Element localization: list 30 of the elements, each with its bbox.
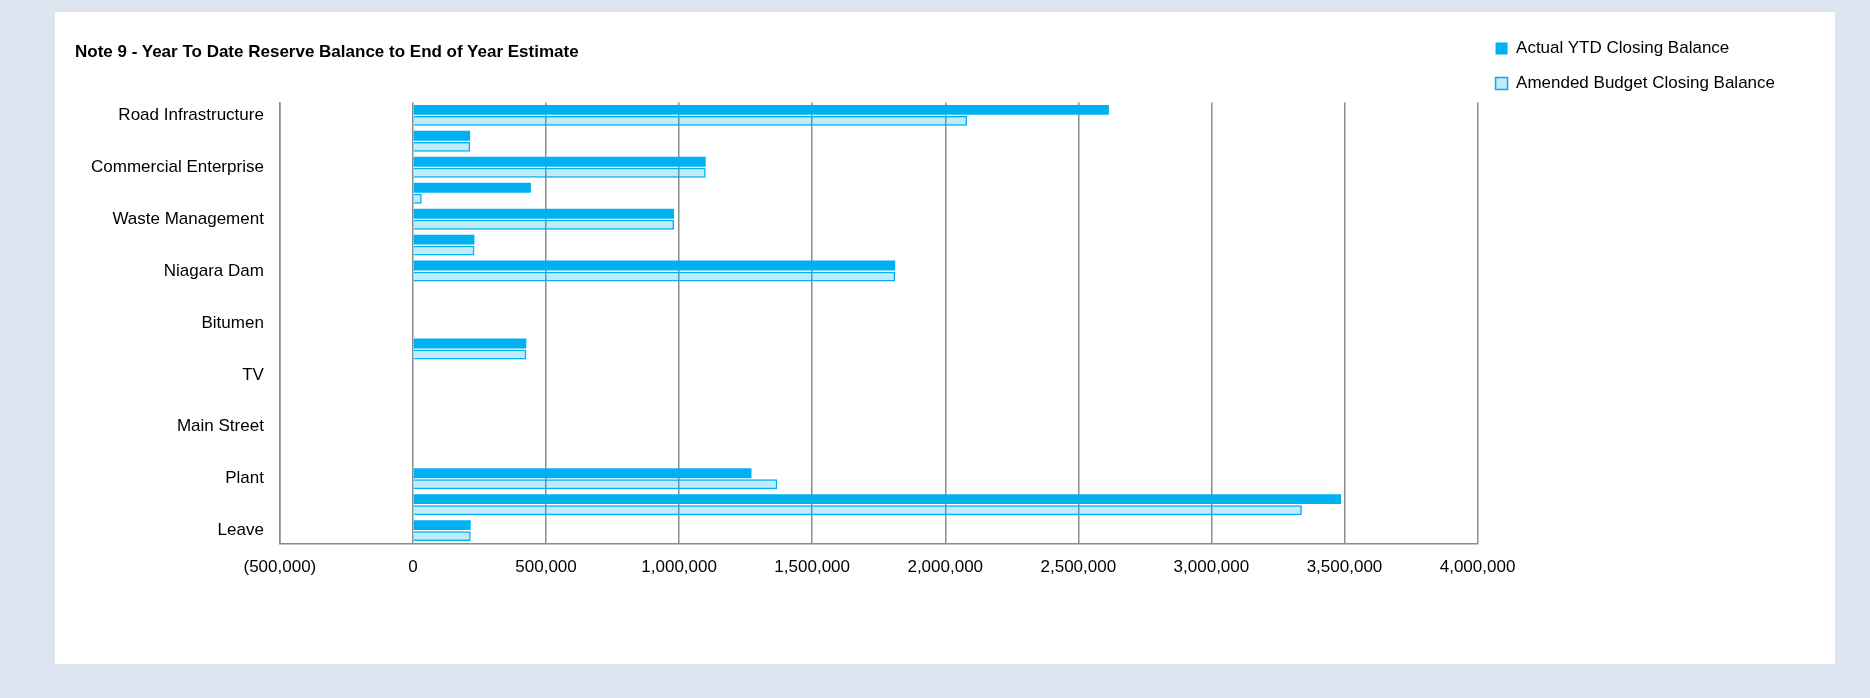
- legend-label: Actual YTD Closing Balance: [1516, 38, 1730, 58]
- y-tick-label: Commercial Enterprise: [90, 156, 264, 176]
- y-tick-label: Main Street: [176, 416, 265, 436]
- y-tick-label: Road Infrastructure: [118, 105, 264, 125]
- y-tick-label: Bitumen: [201, 312, 264, 332]
- x-tick-label: 500,000: [515, 557, 577, 577]
- y-tick-label: Plant: [225, 468, 265, 488]
- bar: [413, 468, 752, 479]
- legend-label: Amended Budget Closing Balance: [1516, 73, 1775, 93]
- bar: [413, 531, 471, 542]
- y-tick-label: TV: [242, 364, 265, 384]
- x-tick-label: 2,000,000: [907, 557, 984, 577]
- x-tick-label: 4,000,000: [1439, 557, 1516, 577]
- bar: [413, 505, 1302, 516]
- y-tick-label: Waste Management: [112, 208, 265, 228]
- bar: [413, 349, 527, 360]
- chart-title: Note 9 - Year To Date Reserve Balance to End of Year Estimate: [75, 41, 579, 61]
- x-tick-label: 1,500,000: [774, 557, 850, 577]
- x-tick-label: 3,500,000: [1306, 557, 1383, 577]
- x-tick-label: 1,000,000: [641, 557, 717, 577]
- x-tick-label: 0: [408, 557, 418, 577]
- y-tick-label: Leave: [217, 520, 264, 540]
- x-tick-label: (500,000): [243, 557, 317, 577]
- bar: [413, 338, 527, 349]
- x-tick-label: 2,500,000: [1040, 557, 1117, 577]
- bar: [413, 520, 471, 531]
- bar: [413, 479, 778, 490]
- y-tick-label: Niagara Dam: [163, 260, 264, 280]
- x-tick-label: 3,000,000: [1173, 557, 1250, 577]
- bar: [413, 494, 1342, 505]
